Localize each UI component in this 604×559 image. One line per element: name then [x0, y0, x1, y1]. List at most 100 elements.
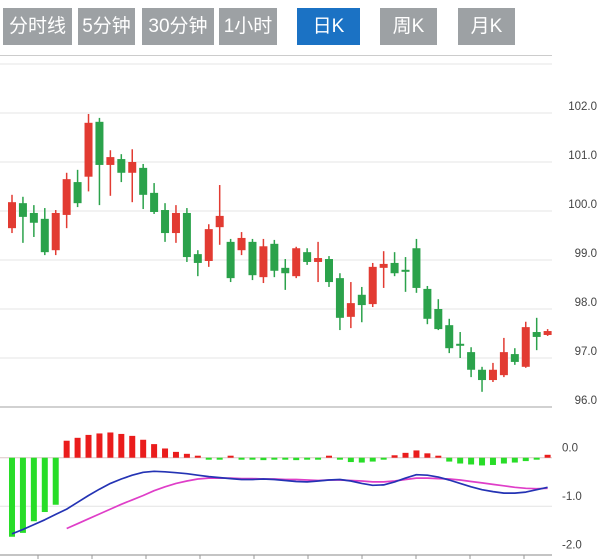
candle: [171, 205, 180, 243]
macd-bar: [162, 448, 169, 458]
macd-axis-label: -1.0: [562, 491, 582, 503]
macd-bar: [238, 457, 245, 460]
candle: [117, 154, 126, 183]
candle: [488, 362, 497, 383]
candle: [248, 238, 257, 281]
macd-bar: [183, 453, 190, 458]
price-axis-label: 101.0: [568, 150, 597, 162]
macd-bar: [391, 455, 398, 458]
macd-bar: [172, 451, 179, 458]
candle: [456, 332, 465, 358]
candle: [324, 256, 333, 287]
macd-bar: [271, 457, 278, 460]
macd-bar: [511, 457, 518, 463]
candle: [390, 252, 399, 277]
macd-bar: [249, 457, 256, 460]
candle: [401, 257, 410, 292]
macd-bar: [522, 457, 529, 462]
macd-bar: [216, 457, 223, 460]
macd-bar: [435, 455, 442, 458]
candle: [204, 224, 213, 267]
candle: [445, 318, 454, 354]
tab-timeline[interactable]: 分时线: [3, 8, 72, 45]
candle: [412, 238, 421, 293]
candle: [128, 149, 137, 203]
tab-5min[interactable]: 5分钟: [78, 8, 135, 45]
candle: [478, 366, 487, 392]
candle: [18, 196, 27, 243]
candle: [499, 337, 508, 378]
candle: [292, 246, 301, 279]
price-axis-label: 96.0: [575, 395, 597, 407]
candle: [51, 210, 60, 256]
candle: [237, 232, 246, 256]
price-axis-label: 98.0: [575, 297, 597, 309]
macd-bar: [533, 457, 540, 460]
tab-weekly-k[interactable]: 周K: [380, 8, 437, 45]
candle: [95, 117, 104, 206]
candle: [510, 348, 519, 365]
period-tabbar: 分时线 5分钟 30分钟 1小时 日K 周K 月K: [0, 0, 604, 55]
dif-line: [11, 470, 548, 535]
macd-bar: [479, 457, 486, 466]
candle: [226, 238, 235, 283]
macd-bar: [107, 432, 114, 458]
candle: [29, 205, 38, 237]
macd-bar: [85, 434, 92, 458]
macd-bar: [489, 457, 496, 465]
candle-layer: [8, 113, 552, 392]
macd-bar: [129, 435, 136, 458]
candle: [521, 321, 530, 368]
macd-bar: [282, 457, 289, 460]
macd-bar: [457, 457, 464, 464]
candle: [8, 194, 16, 234]
candle: [335, 273, 344, 331]
macd-bar: [41, 457, 48, 513]
price-axis-label: 102.0: [568, 101, 597, 113]
macd-axis-label: -2.0: [562, 540, 582, 552]
candle: [106, 150, 115, 196]
candle: [62, 172, 71, 229]
candle: [379, 251, 388, 288]
candle: [467, 347, 476, 378]
tab-1hour[interactable]: 1小时: [219, 8, 277, 45]
macd-bar: [424, 453, 431, 458]
tab-monthly-k[interactable]: 月K: [458, 8, 515, 45]
candle: [368, 262, 377, 308]
macd-bar: [140, 439, 147, 458]
candle: [346, 282, 355, 329]
macd-bar: [413, 450, 420, 458]
macd-bar: [227, 455, 234, 458]
macd-bar: [369, 457, 376, 462]
macd-bar: [19, 457, 26, 533]
macd-bar: [304, 457, 311, 460]
macd-bar: [358, 457, 365, 463]
macd-bar: [402, 452, 409, 458]
macd-bar: [63, 440, 70, 458]
candle: [193, 250, 202, 277]
candle: [314, 241, 323, 283]
macd-bar: [500, 457, 507, 464]
candle: [182, 208, 191, 262]
tab-30min[interactable]: 30分钟: [142, 8, 214, 45]
macd-axis-label: 0.0: [562, 443, 578, 455]
candle: [543, 329, 552, 336]
macd-bar: [293, 457, 300, 461]
candle: [73, 169, 82, 208]
candle: [139, 163, 148, 210]
macd-bar: [74, 437, 81, 458]
price-axis-label: 100.0: [568, 199, 597, 211]
tab-daily-k[interactable]: 日K: [297, 8, 360, 45]
macd-bar: [336, 457, 343, 460]
candle: [423, 285, 432, 325]
candle: [161, 203, 170, 242]
macd-bar: [205, 457, 212, 460]
macd-bar: [380, 457, 387, 460]
macd-bar: [468, 457, 475, 465]
macd-layer: [9, 432, 551, 537]
macd-bar: [118, 433, 125, 458]
candle: [303, 248, 312, 265]
macd-bar: [544, 454, 551, 458]
